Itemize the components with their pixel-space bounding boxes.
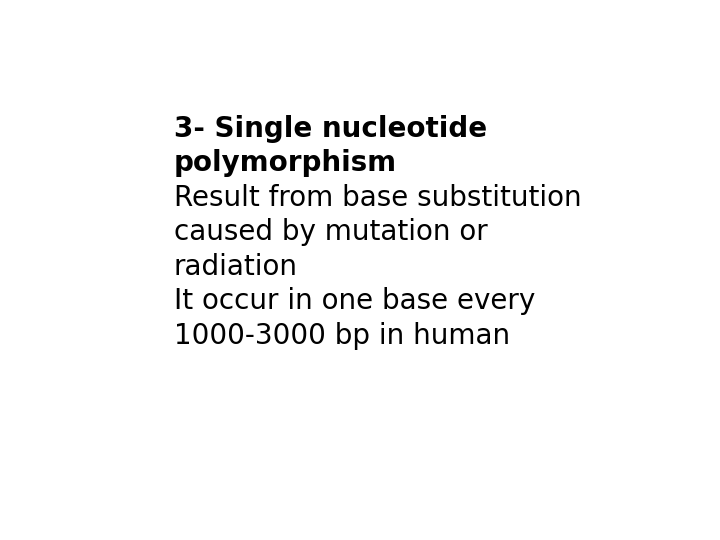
- Text: radiation: radiation: [174, 253, 297, 281]
- Text: 3- Single nucleotide: 3- Single nucleotide: [174, 114, 487, 143]
- Text: Result from base substitution: Result from base substitution: [174, 184, 581, 212]
- Text: 1000-3000 bp in human: 1000-3000 bp in human: [174, 322, 510, 350]
- Text: It occur in one base every: It occur in one base every: [174, 287, 535, 315]
- Text: polymorphism: polymorphism: [174, 149, 397, 177]
- Text: caused by mutation or: caused by mutation or: [174, 218, 487, 246]
